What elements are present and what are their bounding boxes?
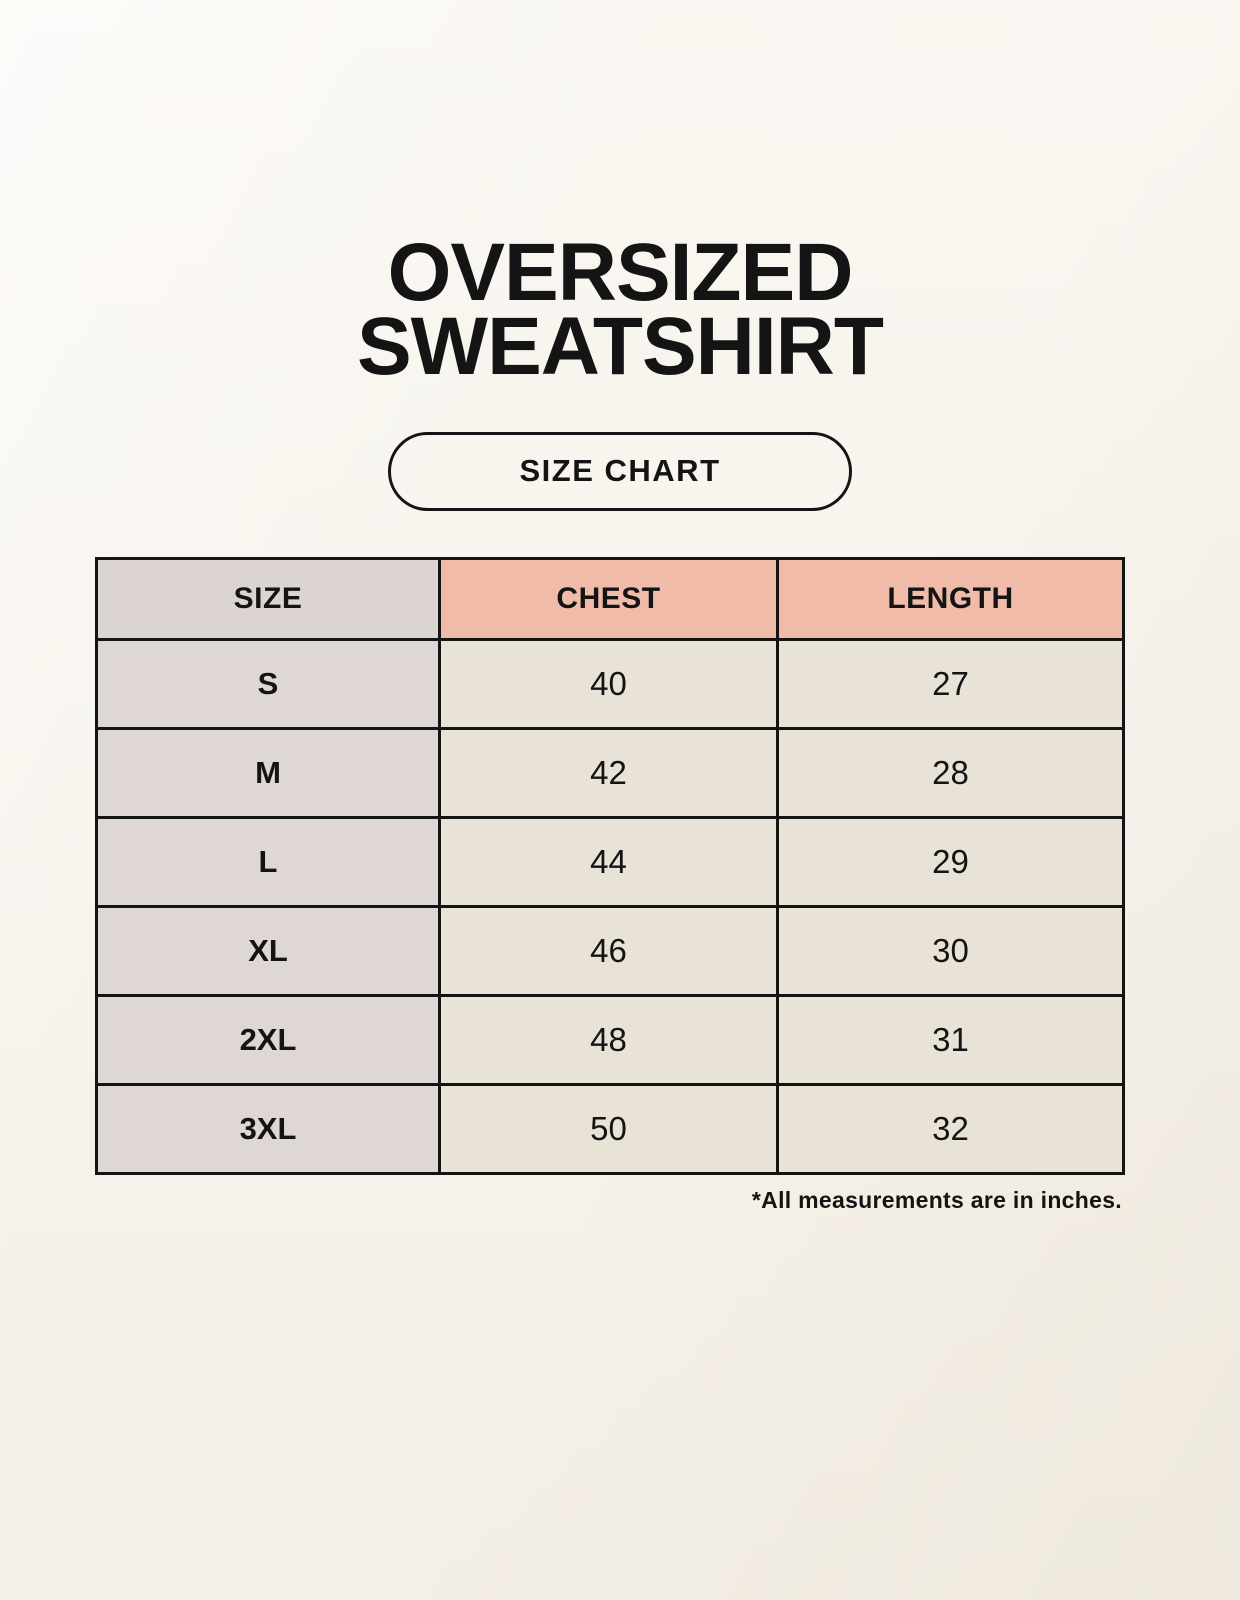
length-cell: 30 <box>776 905 1125 997</box>
length-cell: 31 <box>776 994 1125 1086</box>
chest-cell: 42 <box>438 727 779 819</box>
page-title: OVERSIZED SWEATSHIRT <box>0 0 1240 392</box>
size-cell: M <box>95 727 441 819</box>
size-cell: 2XL <box>95 994 441 1086</box>
table-row: 3XL 50 32 <box>95 1083 1125 1175</box>
size-cell: XL <box>95 905 441 997</box>
column-header-chest: CHEST <box>438 557 779 641</box>
table-row: M 42 28 <box>95 727 1125 819</box>
length-cell: 27 <box>776 638 1125 730</box>
table-row: L 44 29 <box>95 816 1125 908</box>
table-row: S 40 27 <box>95 638 1125 730</box>
table-header-row: SIZE CHEST LENGTH <box>95 557 1125 641</box>
column-header-size: SIZE <box>95 557 441 641</box>
table-row: 2XL 48 31 <box>95 994 1125 1086</box>
chest-cell: 50 <box>438 1083 779 1175</box>
size-cell: S <box>95 638 441 730</box>
length-cell: 29 <box>776 816 1125 908</box>
length-cell: 32 <box>776 1083 1125 1175</box>
size-cell: L <box>95 816 441 908</box>
size-cell: 3XL <box>95 1083 441 1175</box>
title-line-2: SWEATSHIRT <box>356 300 884 392</box>
measurements-footnote: *All measurements are in inches. <box>751 1187 1122 1213</box>
chest-cell: 40 <box>438 638 779 730</box>
size-chart-button[interactable]: SIZE CHART <box>388 431 852 511</box>
length-cell: 28 <box>776 727 1125 819</box>
title-line-1: OVERSIZED <box>387 227 854 318</box>
chest-cell: 46 <box>438 905 779 997</box>
chest-cell: 44 <box>438 816 779 908</box>
table-row: XL 46 30 <box>95 905 1125 997</box>
chest-cell: 48 <box>438 994 779 1086</box>
column-header-length: LENGTH <box>776 557 1125 641</box>
size-chart-table: SIZE CHEST LENGTH S 40 27 M 42 28 L 44 2… <box>95 557 1125 1175</box>
size-chart-button-label: SIZE CHART <box>519 453 721 489</box>
